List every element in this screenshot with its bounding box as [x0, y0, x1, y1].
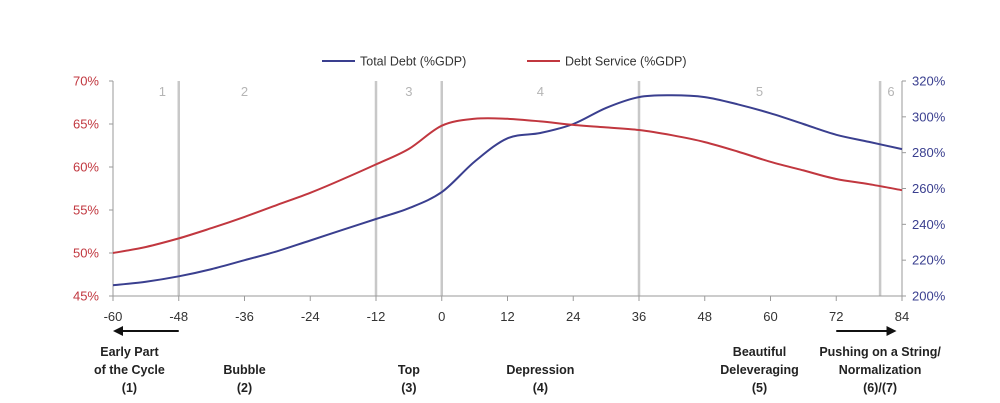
phase-number: 1	[159, 84, 166, 99]
stage-label: Normalization	[839, 363, 922, 377]
right-tick-label: 280%	[912, 145, 946, 160]
stage-label: Pushing on a String/	[819, 345, 941, 359]
total-debt-line	[112, 94, 903, 287]
stage-label: Depression	[506, 363, 574, 377]
right-tick-label: 240%	[912, 217, 946, 232]
x-tick-label: 84	[895, 309, 909, 324]
stage-label: (1)	[122, 381, 137, 395]
stage-label: Bubble	[223, 363, 265, 377]
stage-label: of the Cycle	[94, 363, 165, 377]
phase-number: 4	[537, 84, 544, 99]
stage-label: (6)/(7)	[863, 381, 897, 395]
x-tick-label: 24	[566, 309, 580, 324]
stage-label: Deleveraging	[720, 363, 799, 377]
phase-number: 5	[756, 84, 763, 99]
right-tick-label: 300%	[912, 109, 946, 124]
phase-number: 3	[405, 84, 412, 99]
x-tick-label: 0	[438, 309, 445, 324]
x-tick-label: -60	[104, 309, 123, 324]
x-tick-label: 36	[632, 309, 646, 324]
stage-label: (2)	[237, 381, 252, 395]
stage-label: Beautiful	[733, 345, 786, 359]
x-tick-label: 72	[829, 309, 843, 324]
left-tick-label: 55%	[73, 203, 99, 218]
right-tick-label: 320%	[912, 74, 946, 89]
legend-debt-service-label: Debt Service (%GDP)	[565, 55, 687, 69]
debt-service-line	[112, 117, 903, 254]
stage-label: (4)	[533, 381, 548, 395]
stage-label: (5)	[752, 381, 767, 395]
left-tick-label: 45%	[73, 289, 99, 304]
left-tick-label: 70%	[73, 74, 99, 89]
right-tick-label: 220%	[912, 253, 946, 268]
x-tick-label: -48	[169, 309, 188, 324]
phase-number: 2	[241, 84, 248, 99]
left-tick-label: 65%	[73, 117, 99, 132]
right-tick-label: 260%	[912, 181, 946, 196]
stage-label: (3)	[401, 381, 416, 395]
x-tick-label: -12	[367, 309, 386, 324]
x-tick-label: 48	[698, 309, 712, 324]
left-arrow-head	[113, 326, 123, 336]
left-tick-label: 60%	[73, 160, 99, 175]
legend-total-debt-label: Total Debt (%GDP)	[360, 55, 466, 69]
right-arrow-head	[886, 326, 897, 336]
x-tick-label: 60	[763, 309, 777, 324]
left-tick-label: 50%	[73, 246, 99, 261]
stage-label: Top	[398, 363, 420, 377]
right-tick-label: 200%	[912, 289, 946, 304]
x-tick-label: -36	[235, 309, 254, 324]
phase-number: 6	[887, 84, 894, 99]
stage-label: Early Part	[100, 345, 159, 359]
x-tick-label: -24	[301, 309, 320, 324]
x-tick-label: 12	[500, 309, 514, 324]
